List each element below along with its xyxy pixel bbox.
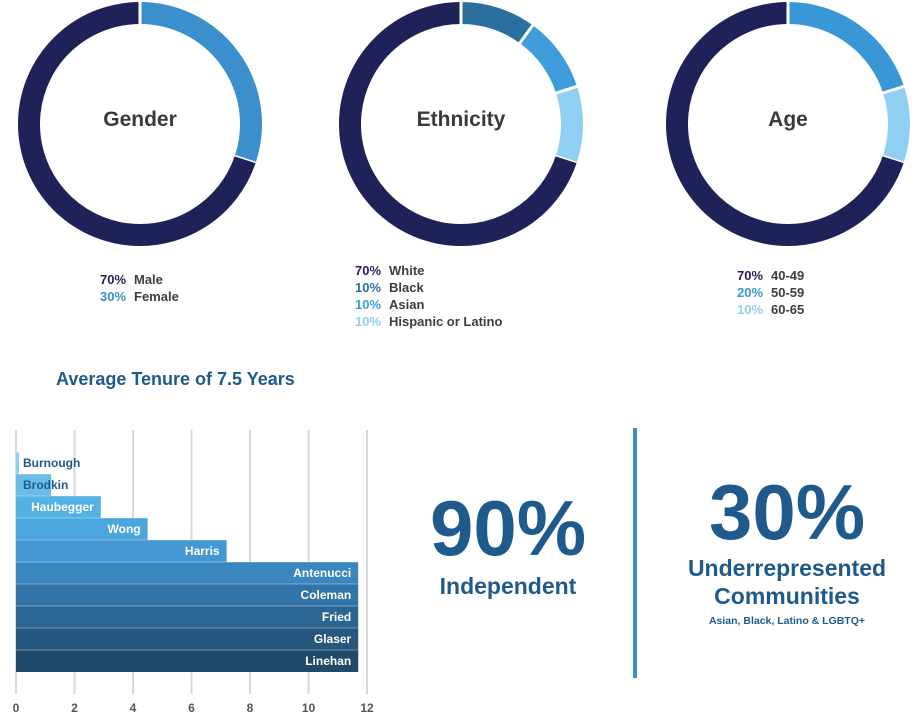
legend-pct: 70% <box>100 272 127 287</box>
legend-label: 60-65 <box>771 302 805 317</box>
ethnicity-donut: Ethnicity <box>331 0 591 250</box>
bar-harris <box>16 540 227 562</box>
underrepresented-value: 30% <box>708 468 866 556</box>
bar-burnough <box>16 452 19 474</box>
legend-item: 30% Female <box>100 288 179 305</box>
bar-label: Burnough <box>23 456 80 470</box>
bar-label: Glaser <box>314 632 352 646</box>
bar-label: Coleman <box>301 588 352 602</box>
age-legend: 70% 40-49 20% 50-59 10% 60-65 <box>737 267 804 318</box>
donut-slice-white <box>339 2 578 246</box>
age-donut: Age <box>658 0 914 250</box>
legend-pct: 70% <box>355 263 382 278</box>
legend-label: Female <box>134 289 179 304</box>
underrepresented-label-line1: Underrepresented <box>687 555 887 581</box>
bar-fried <box>16 606 359 628</box>
age-donut-svg <box>666 2 910 246</box>
bar-label: Linehan <box>305 654 351 668</box>
x-tick-label: 10 <box>302 701 316 715</box>
bar-linehan <box>16 650 359 672</box>
donut-separator <box>555 153 578 164</box>
independent-stat: 90% Independent <box>408 488 608 600</box>
legend-label: Hispanic or Latino <box>389 314 503 329</box>
independent-label: Independent <box>439 573 577 599</box>
legend-label: Black <box>389 280 424 295</box>
tenure-bar-chart: 0 2 4 6 8 10 12 Burnough Brodkin Haubegger Wong Har… <box>13 430 374 715</box>
x-tick-label: 2 <box>71 701 78 715</box>
x-tick-label: 8 <box>247 701 254 715</box>
gender-donut: Gender <box>10 0 270 250</box>
donut-slice-black <box>460 2 533 44</box>
ethnicity-donut-svg <box>339 2 583 246</box>
legend-pct: 30% <box>100 289 127 304</box>
bar-haubegger <box>16 496 101 518</box>
legend-pct: 70% <box>737 268 764 283</box>
stats-divider <box>633 428 637 678</box>
donut-separator <box>555 84 578 95</box>
ethnicity-title: Ethnicity <box>416 108 506 131</box>
legend-item: 20% 50-59 <box>737 284 804 301</box>
underrepresented-note: Asian, Black, Latino & LGBTQ+ <box>708 615 866 627</box>
legend-pct: 10% <box>355 297 382 312</box>
bar-label: Antenucci <box>293 566 351 580</box>
independent-value: 90% <box>429 484 587 572</box>
ethnicity-legend: 70% White 10% Black 10% Asian 10% Hispanic o… <box>355 262 502 330</box>
x-tick-label: 0 <box>13 701 20 715</box>
bar-label: Brodkin <box>23 478 68 492</box>
x-tick-label: 4 <box>130 701 137 715</box>
x-tick-label: 12 <box>360 701 374 715</box>
gender-title: Gender <box>103 108 177 131</box>
donut-slice-asian <box>519 25 578 94</box>
bar-coleman <box>16 584 359 606</box>
age-title: Age <box>768 108 808 131</box>
bar-label: Haubegger <box>31 500 94 514</box>
donut-separator <box>882 153 905 164</box>
legend-item: 10% Black <box>355 279 502 296</box>
donut-slice-hispanic-or-latino <box>556 86 583 162</box>
legend-item: 10% Asian <box>355 296 502 313</box>
legend-label: Asian <box>389 297 425 312</box>
tenure-chart-title: Average Tenure of 7.5 Years <box>56 369 295 389</box>
legend-label: White <box>389 263 425 278</box>
donut-separator <box>882 84 905 95</box>
bar-brodkin <box>16 474 52 496</box>
gender-donut-svg <box>18 2 262 246</box>
bar-glaser <box>16 628 359 650</box>
donut-slice-female <box>139 2 262 162</box>
legend-pct: 10% <box>355 314 382 329</box>
bar-label: Harris <box>185 544 220 558</box>
legend-label: Male <box>134 272 163 287</box>
bar-label: Wong <box>108 522 141 536</box>
underrepresented-label-line2: Communities <box>714 583 860 609</box>
bar-wong <box>16 518 148 540</box>
legend-item: 10% 60-65 <box>737 301 804 318</box>
legend-item: 70% 40-49 <box>737 267 804 284</box>
legend-item: 70% Male <box>100 271 179 288</box>
legend-item: 70% White <box>355 262 502 279</box>
donut-slice-60-65 <box>883 86 910 162</box>
legend-label: 50-59 <box>771 285 805 300</box>
gender-legend: 70% Male 30% Female <box>100 271 179 305</box>
donut-separator <box>518 24 534 44</box>
donut-slice-50-59 <box>787 2 905 94</box>
legend-label: 40-49 <box>771 268 805 283</box>
legend-pct: 10% <box>737 302 764 317</box>
bar-label: Fried <box>322 610 351 624</box>
legend-pct: 20% <box>737 285 764 300</box>
donut-slice-male <box>18 2 257 246</box>
donut-slice-40-49 <box>666 2 905 246</box>
bar-antenucci <box>16 562 359 584</box>
legend-pct: 10% <box>355 280 382 295</box>
underrepresented-stat: 30% Underrepresented Communities Asian, … <box>662 472 912 628</box>
x-tick-label: 6 <box>188 701 195 715</box>
legend-item: 10% Hispanic or Latino <box>355 313 502 330</box>
